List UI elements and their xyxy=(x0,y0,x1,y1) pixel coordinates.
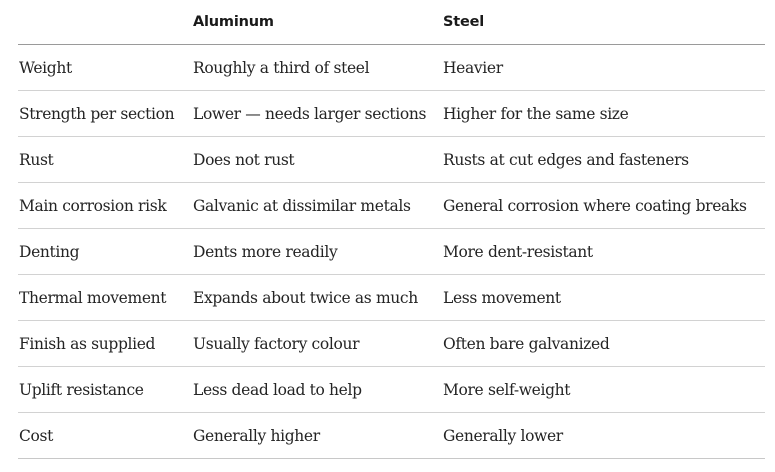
aluminum-cell: Does not rust xyxy=(193,136,443,183)
steel-cell: General corrosion where coating breaks xyxy=(443,182,765,229)
row-label: Cost xyxy=(18,412,193,459)
table-row: Denting Dents more readily More dent-res… xyxy=(18,228,765,275)
table-body: Weight Roughly a third of steel Heavier … xyxy=(18,44,765,459)
table-row: Main corrosion risk Galvanic at dissimil… xyxy=(18,182,765,229)
aluminum-cell: Less dead load to help xyxy=(193,366,443,413)
aluminum-cell: Dents more readily xyxy=(193,228,443,275)
steel-cell: Rusts at cut edges and fasteners xyxy=(443,136,765,183)
row-label: Thermal movement xyxy=(18,274,193,321)
row-label: Rust xyxy=(18,136,193,183)
header-blank xyxy=(18,0,193,45)
header-row: Aluminum Steel xyxy=(18,0,765,45)
table-row: Strength per section Lower — needs large… xyxy=(18,90,765,137)
aluminum-cell: Usually factory colour xyxy=(193,320,443,367)
header-aluminum: Aluminum xyxy=(193,0,443,45)
steel-cell: More self-weight xyxy=(443,366,765,413)
row-label: Strength per section xyxy=(18,90,193,137)
comparison-table-container: Aluminum Steel Weight Roughly a third of… xyxy=(18,0,765,459)
table-row: Cost Generally higher Generally lower xyxy=(18,412,765,459)
row-label: Main corrosion risk xyxy=(18,182,193,229)
aluminum-cell: Roughly a third of steel xyxy=(193,44,443,91)
table-row: Rust Does not rust Rusts at cut edges an… xyxy=(18,136,765,183)
row-label: Uplift resistance xyxy=(18,366,193,413)
table-row: Uplift resistance Less dead load to help… xyxy=(18,366,765,413)
table-row: Weight Roughly a third of steel Heavier xyxy=(18,44,765,91)
steel-cell: Heavier xyxy=(443,44,765,91)
steel-cell: Often bare galvanized xyxy=(443,320,765,367)
header-steel: Steel xyxy=(443,0,765,45)
aluminum-cell: Galvanic at dissimilar metals xyxy=(193,182,443,229)
aluminum-cell: Generally higher xyxy=(193,412,443,459)
steel-cell: Less movement xyxy=(443,274,765,321)
steel-cell: Generally lower xyxy=(443,412,765,459)
row-label: Denting xyxy=(18,228,193,275)
comparison-table: Aluminum Steel Weight Roughly a third of… xyxy=(18,0,765,459)
table-row: Finish as supplied Usually factory colou… xyxy=(18,320,765,367)
row-label: Weight xyxy=(18,44,193,91)
steel-cell: Higher for the same size xyxy=(443,90,765,137)
steel-cell: More dent-resistant xyxy=(443,228,765,275)
row-label: Finish as supplied xyxy=(18,320,193,367)
table-header: Aluminum Steel xyxy=(18,0,765,45)
aluminum-cell: Lower — needs larger sections xyxy=(193,90,443,137)
aluminum-cell: Expands about twice as much xyxy=(193,274,443,321)
table-row: Thermal movement Expands about twice as … xyxy=(18,274,765,321)
